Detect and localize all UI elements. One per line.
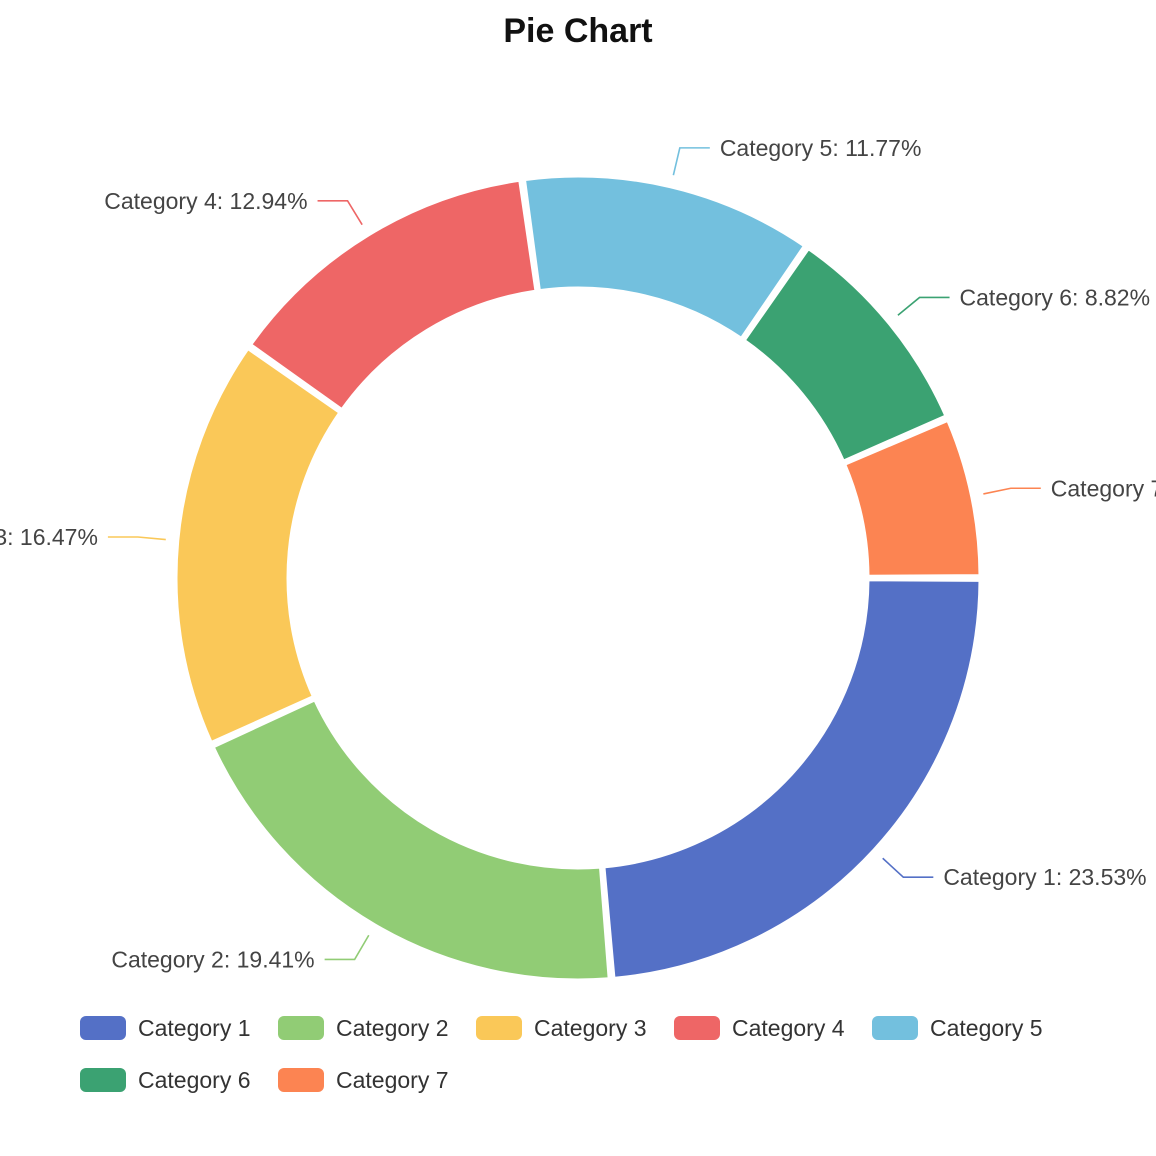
leader-line-7 [983, 487, 1041, 495]
slice-label-3: 3: 16.47% [0, 524, 98, 550]
pie-slice-5[interactable] [522, 174, 806, 340]
slice-label-2: Category 2: 19.41% [111, 946, 314, 972]
leader-line-3 [107, 536, 166, 541]
leader-line-2 [324, 934, 370, 961]
legend-swatch-6 [80, 1068, 126, 1092]
leader-line-6 [897, 296, 950, 316]
legend-item-4[interactable]: Category 4 [674, 1015, 845, 1041]
leader-line-5 [672, 147, 710, 176]
legend-swatch-4 [674, 1016, 720, 1040]
slice-label-6: Category 6: 8.82% [960, 284, 1151, 310]
legend-swatch-3 [476, 1016, 522, 1040]
legend-label-1: Category 1 [138, 1015, 251, 1041]
legend-item-2[interactable]: Category 2 [278, 1015, 449, 1041]
slice-label-7: Category 7 [1051, 475, 1156, 501]
pie-slice-6[interactable] [742, 247, 948, 463]
legend-swatch-2 [278, 1016, 324, 1040]
legend-item-1[interactable]: Category 1 [80, 1015, 251, 1041]
slice-label-5: Category 5: 11.77% [720, 135, 922, 161]
legend-item-5[interactable]: Category 5 [872, 1015, 1043, 1041]
legend-label-6: Category 6 [138, 1067, 251, 1093]
legend-label-7: Category 7 [336, 1067, 449, 1093]
legend-item-7[interactable]: Category 7 [278, 1067, 449, 1093]
slice-label-4: Category 4: 12.94% [104, 188, 307, 214]
legend-label-2: Category 2 [336, 1015, 449, 1041]
slices-layer [174, 174, 982, 982]
slice-label-1: Category 1: 23.53% [943, 864, 1146, 890]
leader-line-4 [317, 200, 363, 226]
pie-slice-2[interactable] [211, 698, 611, 982]
legend-item-3[interactable]: Category 3 [476, 1015, 647, 1041]
legend-swatch-7 [278, 1068, 324, 1092]
legend-label-3: Category 3 [534, 1015, 647, 1041]
legend-swatch-1 [80, 1016, 126, 1040]
legend-label-5: Category 5 [930, 1015, 1043, 1041]
legend-swatch-5 [872, 1016, 918, 1040]
legend: Category 1 Category 2 Category 3 Category 4… [80, 1015, 1043, 1093]
leader-line-1 [882, 857, 934, 879]
pie-slice-1[interactable] [602, 578, 982, 980]
pie-slice-3[interactable] [174, 347, 342, 744]
pie-slice-4[interactable] [249, 178, 538, 412]
legend-label-4: Category 4 [732, 1015, 845, 1041]
legend-item-6[interactable]: Category 6 [80, 1067, 251, 1093]
labels-layer: Category 1: 23.53% Category 2: 19.41% 3: 1… [0, 135, 1156, 973]
pie-slice-7[interactable] [843, 418, 982, 578]
chart-title: Pie Chart [503, 12, 652, 50]
